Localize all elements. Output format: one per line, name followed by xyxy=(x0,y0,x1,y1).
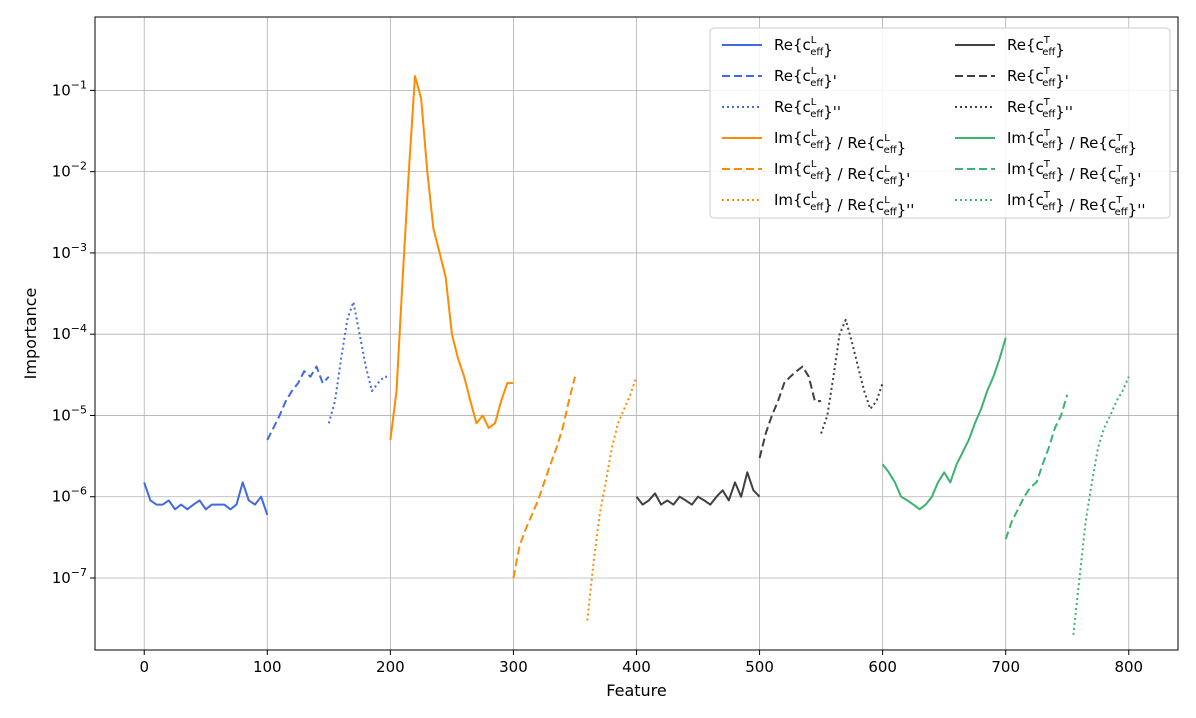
series-line-s7 xyxy=(635,471,761,506)
y-tick-label: 10−5 xyxy=(52,403,87,424)
y-tick-label: 10−3 xyxy=(52,241,87,262)
legend-label-s3: Re{cL eff}'' xyxy=(774,97,841,121)
x-tick-label: 300 xyxy=(499,658,528,676)
x-tick-label: 600 xyxy=(868,658,897,676)
series-line-s4 xyxy=(389,75,514,441)
series-line-s6 xyxy=(586,376,638,621)
legend-label-s9: Re{cT eff}'' xyxy=(1007,97,1073,121)
y-tick-label: 10−4 xyxy=(52,322,87,343)
y-tick-label: 10−1 xyxy=(52,78,87,99)
series-line-s3 xyxy=(327,300,391,424)
series-lines xyxy=(143,75,1130,635)
x-tick-label: 0 xyxy=(139,658,149,676)
y-tick-label: 10−2 xyxy=(52,160,87,181)
legend-label-s2: Re{cL eff}' xyxy=(774,66,837,90)
legend-label-s11: Im{cT eff} / Re{cT eff}' xyxy=(1007,159,1141,188)
legend-label-s4: Im{cL eff} / Re{cL eff} xyxy=(774,128,906,157)
y-tick-label: 10−7 xyxy=(52,566,87,587)
legend: Re{cL eff} Re{cL eff}' Re{cL eff}'' Im{cL eff} … xyxy=(709,27,1171,219)
x-axis-label: Feature xyxy=(606,681,666,700)
series-line-s12 xyxy=(1072,376,1130,635)
series-line-s8 xyxy=(758,365,822,459)
y-axis-label: Importance xyxy=(21,288,40,380)
legend-label-s10: Im{cT eff} / Re{cT eff} xyxy=(1007,128,1137,157)
x-tick-label: 200 xyxy=(376,658,405,676)
legend-label-s8: Re{cT eff}' xyxy=(1007,66,1069,90)
legend-label-s12: Im{cT eff} / Re{cT eff}'' xyxy=(1007,190,1145,219)
series-line-s5 xyxy=(512,376,576,579)
series-line-s2 xyxy=(266,365,330,441)
x-tick-label: 400 xyxy=(622,658,651,676)
y-tick-label: 10−6 xyxy=(52,485,87,506)
legend-label-s6: Im{cL eff} / Re{cL eff}'' xyxy=(774,190,914,219)
series-line-s1 xyxy=(143,481,269,516)
series-line-s11 xyxy=(1004,394,1069,540)
legend-label-s7: Re{cT eff} xyxy=(1007,35,1065,59)
legend-box xyxy=(709,27,1171,219)
x-tick-label: 500 xyxy=(745,658,774,676)
legend-label-s1: Re{cL eff} xyxy=(774,35,833,59)
x-tick-label: 800 xyxy=(1114,658,1143,676)
series-line-s10 xyxy=(881,337,1007,511)
series-line-s9 xyxy=(820,318,884,434)
x-tick-label: 700 xyxy=(991,658,1020,676)
legend-label-s5: Im{cL eff} / Re{cL eff}' xyxy=(774,159,910,188)
x-tick-label: 100 xyxy=(253,658,282,676)
